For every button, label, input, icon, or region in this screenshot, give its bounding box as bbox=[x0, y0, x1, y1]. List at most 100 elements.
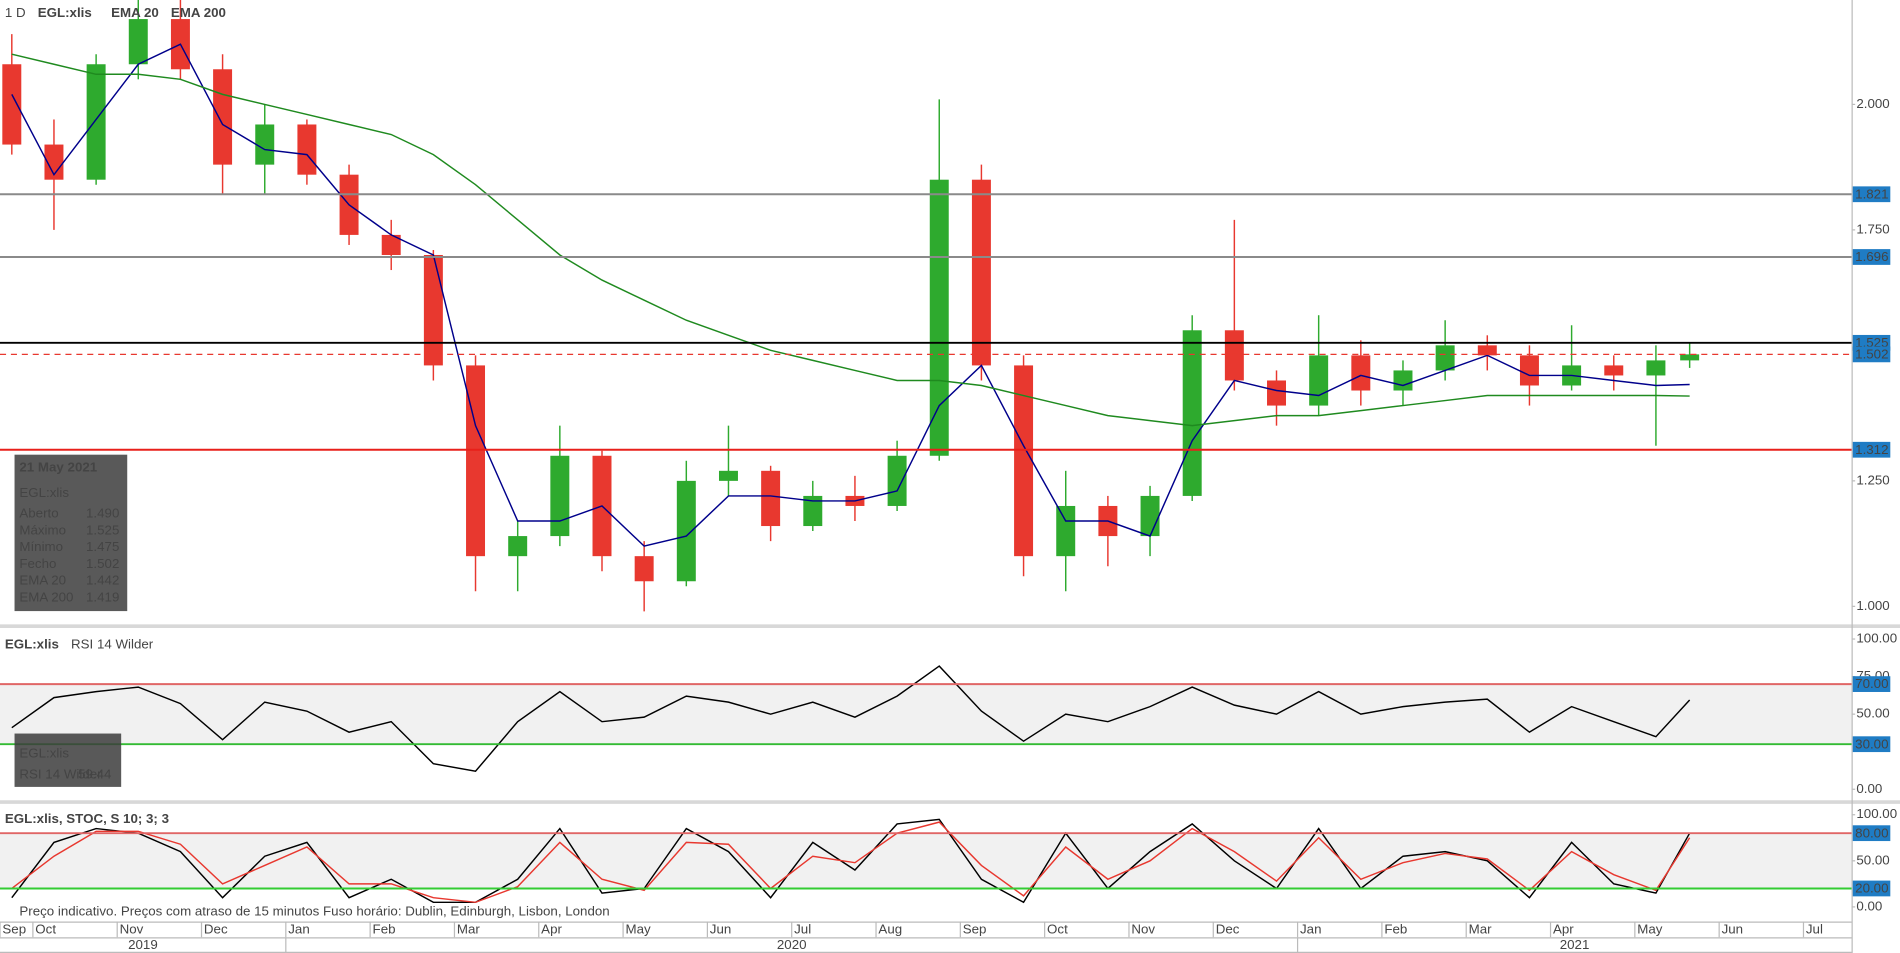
y-tick-label: 50.00 bbox=[1856, 706, 1889, 721]
level-label-bg bbox=[1852, 880, 1891, 897]
tooltip-symbol: EGL:xlis bbox=[19, 485, 69, 500]
candle-body bbox=[634, 556, 654, 582]
candle-body bbox=[676, 480, 696, 582]
level-band bbox=[0, 833, 1852, 889]
x-tick-label: May bbox=[1637, 921, 1663, 936]
y-tick-label: 1.000 bbox=[1856, 598, 1889, 613]
level-label: 1.821 bbox=[1855, 186, 1888, 201]
x-tick-label: Sep bbox=[963, 921, 987, 936]
level-label: 1.502 bbox=[1855, 346, 1888, 361]
tooltip-label: Aberto bbox=[19, 506, 58, 521]
candle-body bbox=[423, 254, 443, 366]
level-label: 1.696 bbox=[1855, 249, 1888, 264]
legend-entry: RSI 14 Wilder bbox=[71, 637, 154, 652]
y-tick-label: 1.750 bbox=[1856, 221, 1889, 236]
plot-area bbox=[0, 0, 1852, 612]
y-tick-label: 0.00 bbox=[1856, 898, 1882, 913]
candle-body bbox=[1267, 380, 1286, 406]
tooltip-label: Fecho bbox=[19, 556, 56, 571]
candle-body bbox=[86, 64, 106, 180]
level-label: 20.00 bbox=[1855, 881, 1888, 896]
candle-body bbox=[2, 64, 22, 145]
tooltip-label: RSI 14 Wilder bbox=[19, 766, 102, 781]
candle-body bbox=[929, 179, 949, 456]
symbol: EGL:xlis bbox=[5, 637, 59, 652]
tooltip-box bbox=[14, 733, 122, 787]
candle-body bbox=[887, 455, 907, 506]
candle-body bbox=[1182, 330, 1202, 496]
tooltip-value: 1.502 bbox=[86, 556, 119, 571]
level-label: 1.312 bbox=[1855, 442, 1888, 457]
candle-body bbox=[466, 365, 486, 557]
x-tick-label: Apr bbox=[1553, 921, 1574, 936]
x-tick-label: Nov bbox=[120, 921, 144, 936]
tooltip-label: EMA 20 bbox=[19, 573, 66, 588]
candle-body bbox=[381, 234, 401, 255]
x-tick-label: Jun bbox=[710, 921, 731, 936]
candle-body bbox=[1140, 495, 1160, 537]
year-label: 2019 bbox=[128, 937, 158, 952]
level-label-bg bbox=[1852, 249, 1891, 265]
year-label: 2021 bbox=[1560, 937, 1590, 952]
series-line bbox=[11, 43, 1690, 547]
x-tick-label: Feb bbox=[373, 921, 396, 936]
level-label: 1.525 bbox=[1855, 335, 1888, 350]
candle-body bbox=[1014, 365, 1034, 557]
candle-body bbox=[1435, 345, 1455, 371]
tooltip-value: 1.419 bbox=[86, 589, 119, 604]
tooltip-date: 21 May 2021 bbox=[19, 460, 97, 475]
plot-area bbox=[0, 818, 1852, 904]
x-tick-label: Sep bbox=[2, 921, 26, 936]
candle-body bbox=[1309, 355, 1329, 406]
legend-entry: EMA 20 bbox=[111, 5, 159, 20]
candle-body bbox=[1646, 360, 1666, 376]
y-tick-label: 1.250 bbox=[1856, 472, 1889, 487]
level-label: 30.00 bbox=[1855, 736, 1888, 751]
tooltip-label: Mínimo bbox=[19, 539, 63, 554]
series-line bbox=[11, 53, 1690, 427]
level-label-bg bbox=[1852, 736, 1891, 753]
candle-body bbox=[803, 495, 823, 527]
candle-body bbox=[44, 144, 64, 180]
candle-body bbox=[1680, 354, 1700, 361]
tooltip-symbol: EGL:xlis bbox=[19, 746, 69, 761]
x-tick-label: Mar bbox=[1469, 921, 1493, 936]
candle-body bbox=[1056, 505, 1076, 557]
level-label-bg bbox=[1852, 186, 1891, 203]
x-tick-label: Apr bbox=[541, 921, 562, 936]
candle-body bbox=[255, 124, 275, 165]
candle-body bbox=[761, 470, 781, 527]
series-line bbox=[11, 665, 1691, 773]
series-line bbox=[11, 818, 1691, 904]
level-label-bg bbox=[1852, 825, 1891, 842]
x-tick-label: Jul bbox=[1806, 921, 1823, 936]
legend-entry: EMA 200 bbox=[171, 5, 226, 20]
level-label: 70.00 bbox=[1855, 676, 1888, 691]
candle-body bbox=[550, 455, 570, 537]
y-tick-label: 2.000 bbox=[1856, 96, 1889, 111]
symbol: EGL:xlis bbox=[38, 5, 92, 20]
plot-area bbox=[0, 665, 1852, 773]
x-tick-label: Feb bbox=[1384, 921, 1407, 936]
x-tick-label: Oct bbox=[1047, 921, 1068, 936]
level-band bbox=[0, 684, 1852, 745]
candle-body bbox=[1224, 330, 1244, 381]
candle-body bbox=[1604, 365, 1624, 376]
level-label-bg bbox=[1852, 441, 1891, 458]
x-tick-label: Aug bbox=[878, 921, 902, 936]
panel-title: EGL:xlis, STOC, S 10; 3; 3 bbox=[5, 811, 169, 826]
x-tick-label: Mar bbox=[457, 921, 481, 936]
x-tick-label: Jan bbox=[288, 921, 309, 936]
x-tick-label: May bbox=[626, 921, 652, 936]
x-tick-label: Dec bbox=[1216, 921, 1240, 936]
candle-body bbox=[1351, 355, 1371, 391]
y-tick-label: 50.00 bbox=[1856, 852, 1889, 867]
x-tick-label: Jun bbox=[1722, 921, 1743, 936]
candle-body bbox=[971, 179, 991, 366]
tooltip-value: 1.490 bbox=[86, 506, 119, 521]
x-tick-label: Jul bbox=[794, 921, 811, 936]
tooltip-label: EMA 200 bbox=[19, 589, 73, 604]
